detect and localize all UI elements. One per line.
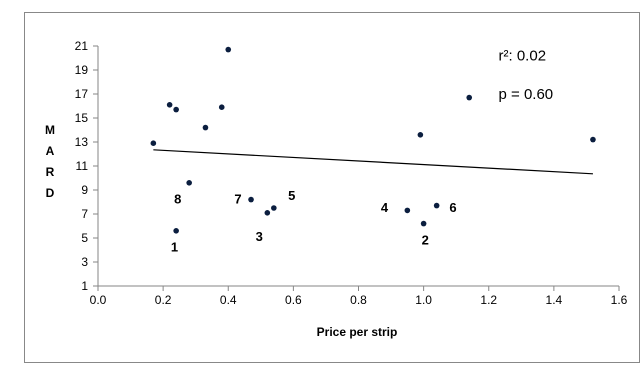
data-point <box>417 132 424 138</box>
data-point <box>150 140 157 146</box>
point-labels: 1 2 3 4 5 6 7 8 <box>171 188 457 255</box>
y-axis-label-letter: A <box>46 144 55 158</box>
data-point <box>264 210 271 216</box>
annotations: r²: 0.02 p = 0.60 <box>499 48 554 103</box>
data-point <box>271 205 277 211</box>
y-tick-label: 5 <box>81 231 88 245</box>
point-label: 1 <box>171 240 178 255</box>
y-tick-label: 7 <box>81 207 88 221</box>
y-tick-label: 3 <box>81 255 88 269</box>
x-tick-label: 1.4 <box>546 293 563 307</box>
x-tick-label: 0.0 <box>90 293 107 307</box>
stats-annotation: r²: 0.02 <box>499 48 547 65</box>
y-tick-label: 17 <box>75 87 89 101</box>
point-label: 5 <box>288 188 295 203</box>
data-point <box>173 228 179 234</box>
trendline-group <box>153 149 593 175</box>
data-points <box>150 46 596 234</box>
data-point <box>404 207 411 214</box>
point-label: 3 <box>256 229 263 244</box>
data-point <box>186 180 192 186</box>
y-tick-label: 9 <box>81 183 88 197</box>
data-point <box>466 94 473 101</box>
x-tick-label: 1.2 <box>480 293 497 307</box>
y-tick-label: 21 <box>75 39 89 53</box>
data-point <box>218 104 225 110</box>
y-tick-label: 11 <box>76 159 89 173</box>
point-label: 4 <box>381 200 389 215</box>
data-point <box>202 124 209 131</box>
y-axis-label-letter: D <box>46 186 55 200</box>
axes <box>93 45 620 291</box>
y-axis-label-letter: M <box>45 123 55 137</box>
x-tick-label: 0.4 <box>220 293 237 307</box>
chart-area-border <box>24 12 640 363</box>
data-point <box>433 202 440 209</box>
data-point <box>166 102 173 108</box>
point-label: 8 <box>174 192 181 207</box>
x-tick-label: 0.6 <box>285 293 302 307</box>
x-tick-label: 0.8 <box>350 293 367 307</box>
tick-labels: 0.0 0.2 0.4 0.6 0.8 1.0 1.2 1.4 1.61357911131517… <box>75 39 628 307</box>
point-label: 2 <box>422 232 429 247</box>
data-point <box>420 220 427 227</box>
data-point <box>225 46 232 53</box>
x-tick-label: 1.0 <box>415 293 432 307</box>
y-axis-label-letter: R <box>46 165 55 179</box>
data-point <box>590 136 596 143</box>
stats-annotation: p = 0.60 <box>499 86 554 103</box>
point-label: 7 <box>234 192 241 207</box>
data-point <box>248 196 254 203</box>
point-label: 6 <box>449 200 456 215</box>
x-axis-label: Price per strip <box>317 325 398 339</box>
y-tick-label: 1 <box>81 279 88 293</box>
trendline <box>153 149 593 175</box>
y-tick-label: 15 <box>75 111 89 125</box>
y-tick-label: 19 <box>75 63 89 77</box>
x-tick-label: 0.2 <box>155 293 172 307</box>
y-tick-label: 13 <box>75 135 89 149</box>
x-tick-label: 1.6 <box>611 293 628 307</box>
data-point <box>173 106 179 113</box>
